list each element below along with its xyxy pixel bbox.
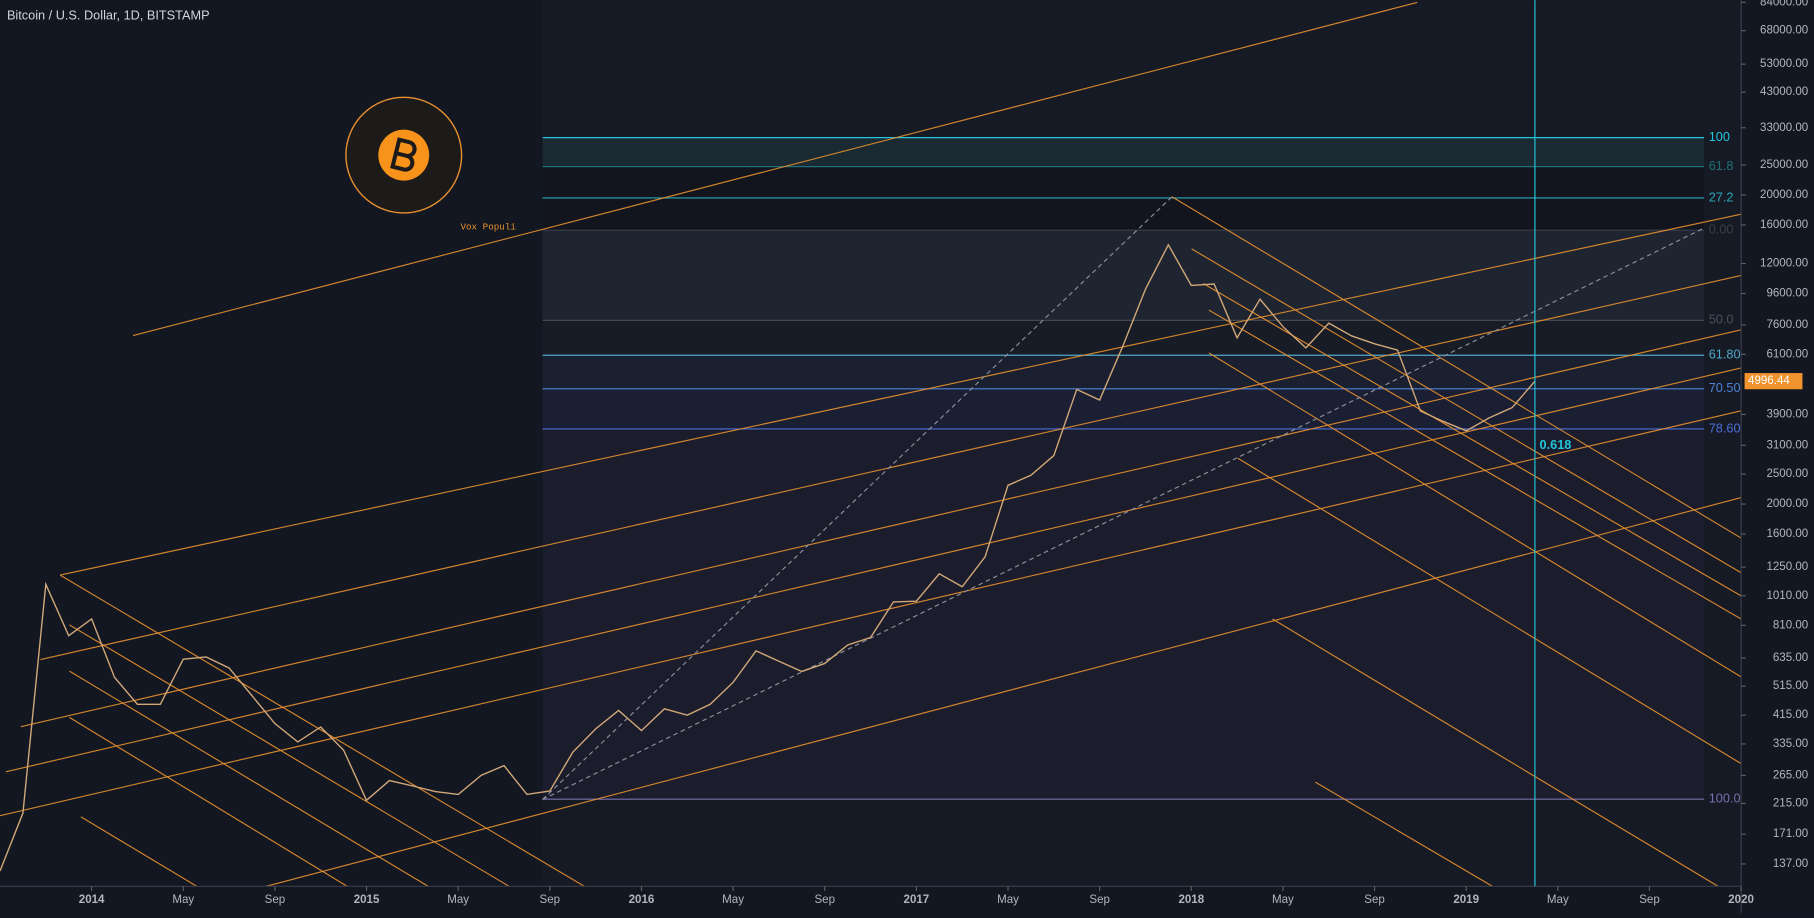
y-tick-label: 515.00 <box>1773 680 1808 692</box>
trend-line <box>60 213 1742 576</box>
x-tick-label: May <box>1547 894 1569 906</box>
trend-line <box>1237 457 1742 765</box>
fib-band <box>542 428 1705 800</box>
y-tick-label: 2500.00 <box>1766 468 1808 480</box>
y-tick-label: 68000.00 <box>1760 25 1808 37</box>
x-tick-label: Sep <box>814 894 835 906</box>
x-tick-label: Sep <box>540 894 561 906</box>
fib-label: 50.0 <box>1709 312 1734 327</box>
y-tick-label: 16000.00 <box>1760 219 1808 231</box>
fib-label: 100 <box>1709 129 1730 144</box>
drawings <box>0 1 1742 887</box>
trend-line <box>265 497 1742 887</box>
watermark: Vox Populi <box>460 221 516 232</box>
trend-line <box>69 716 348 887</box>
trend-line <box>20 329 1742 728</box>
x-tick-label: May <box>1272 894 1294 906</box>
y-tick-label: 265.00 <box>1773 769 1808 781</box>
fib-band <box>542 388 1705 429</box>
y-tick-label: 53000.00 <box>1760 58 1808 70</box>
y-tick-label: 7600.00 <box>1766 319 1808 331</box>
fib-band <box>542 355 1705 389</box>
trend-line <box>1272 618 1719 887</box>
x-tick-label: 2020 <box>1728 894 1754 906</box>
annotation: 0.618 <box>1540 437 1572 452</box>
y-tick-label: 25000.00 <box>1760 159 1808 171</box>
fib-label: 0.00 <box>1709 222 1734 237</box>
fib-zone <box>542 137 1705 800</box>
y-axis-bg <box>1741 0 1814 913</box>
fib-band <box>542 197 1705 231</box>
x-tick-label: May <box>172 894 194 906</box>
fib-label: 61.8 <box>1709 158 1734 173</box>
fib-label: 70.50 <box>1709 380 1741 395</box>
y-tick-label: 810.00 <box>1773 619 1808 631</box>
x-tick-label: Sep <box>1364 894 1385 906</box>
y-tick-label: 1250.00 <box>1766 561 1808 573</box>
trend-line <box>69 670 429 887</box>
trend-line <box>69 624 510 887</box>
y-tick-label: 635.00 <box>1773 652 1808 664</box>
y-tick-label: 1600.00 <box>1766 528 1808 540</box>
fib-band <box>542 137 1705 167</box>
y-tick-label: 3100.00 <box>1766 439 1808 451</box>
x-tick-label: Sep <box>1089 894 1110 906</box>
y-tick-label: 1010.00 <box>1766 590 1808 602</box>
trend-line <box>40 274 1742 661</box>
trend-line <box>0 410 1742 817</box>
x-axis-bg <box>0 886 1814 913</box>
fib-band <box>542 320 1705 356</box>
y-tick-label: 137.00 <box>1773 858 1808 870</box>
trend-line <box>1191 248 1742 574</box>
trend-line <box>1315 781 1493 887</box>
x-tick-label: 2017 <box>904 894 930 906</box>
chart-title: Bitcoin / U.S. Dollar, 1D, BITSTAMP <box>7 8 210 23</box>
dashed-line <box>542 227 1705 801</box>
logo-symbol <box>390 137 417 172</box>
x-tick-label: 2016 <box>629 894 655 906</box>
trend-line <box>80 816 197 887</box>
last-price-tag <box>1744 373 1803 390</box>
price-line <box>0 243 1536 872</box>
y-tick-label: 20000.00 <box>1760 189 1808 201</box>
x-tick-label: 2015 <box>354 894 380 906</box>
last-price-label: 4996.44 <box>1748 375 1790 387</box>
fib-label: 100.0 <box>1709 791 1741 806</box>
x-tick-label: Sep <box>1639 894 1660 906</box>
x-tick-label: May <box>997 894 1019 906</box>
x-tick-label: Sep <box>265 894 286 906</box>
y-tick-label: 12000.00 <box>1760 258 1808 270</box>
y-tick-label: 2000.00 <box>1766 498 1808 510</box>
fib-band <box>542 230 1705 321</box>
y-tick-label: 215.00 <box>1773 797 1808 809</box>
x-tick-label: 2019 <box>1453 894 1479 906</box>
x-tick-label: 2018 <box>1178 894 1204 906</box>
y-tick-label: 6100.00 <box>1766 348 1808 360</box>
fib-label: 27.2 <box>1709 189 1734 204</box>
y-tick-label: 9600.00 <box>1766 288 1808 300</box>
fib-label: 61.80 <box>1709 347 1741 362</box>
trend-line <box>1208 309 1742 620</box>
x-tick-label: 2014 <box>79 894 105 906</box>
trend-line <box>59 574 585 887</box>
fib-label: 78.60 <box>1709 420 1741 435</box>
y-tick-label: 3900.00 <box>1766 408 1808 420</box>
trend-line <box>132 1 1418 337</box>
y-tick-label: 335.00 <box>1773 738 1808 750</box>
trend-line <box>5 367 1742 773</box>
left-shade <box>0 0 543 887</box>
y-tick-label: 33000.00 <box>1760 122 1808 134</box>
trend-line <box>1208 352 1742 678</box>
x-tick-label: May <box>447 894 469 906</box>
x-tick-label: May <box>722 894 744 906</box>
trend-line <box>1171 196 1742 539</box>
logo <box>345 96 463 214</box>
y-tick-label: 84000.00 <box>1760 0 1808 8</box>
y-tick-label: 415.00 <box>1773 709 1808 721</box>
fib-band <box>542 166 1705 198</box>
y-tick-label: 43000.00 <box>1760 86 1808 98</box>
y-tick-label: 171.00 <box>1773 828 1808 840</box>
